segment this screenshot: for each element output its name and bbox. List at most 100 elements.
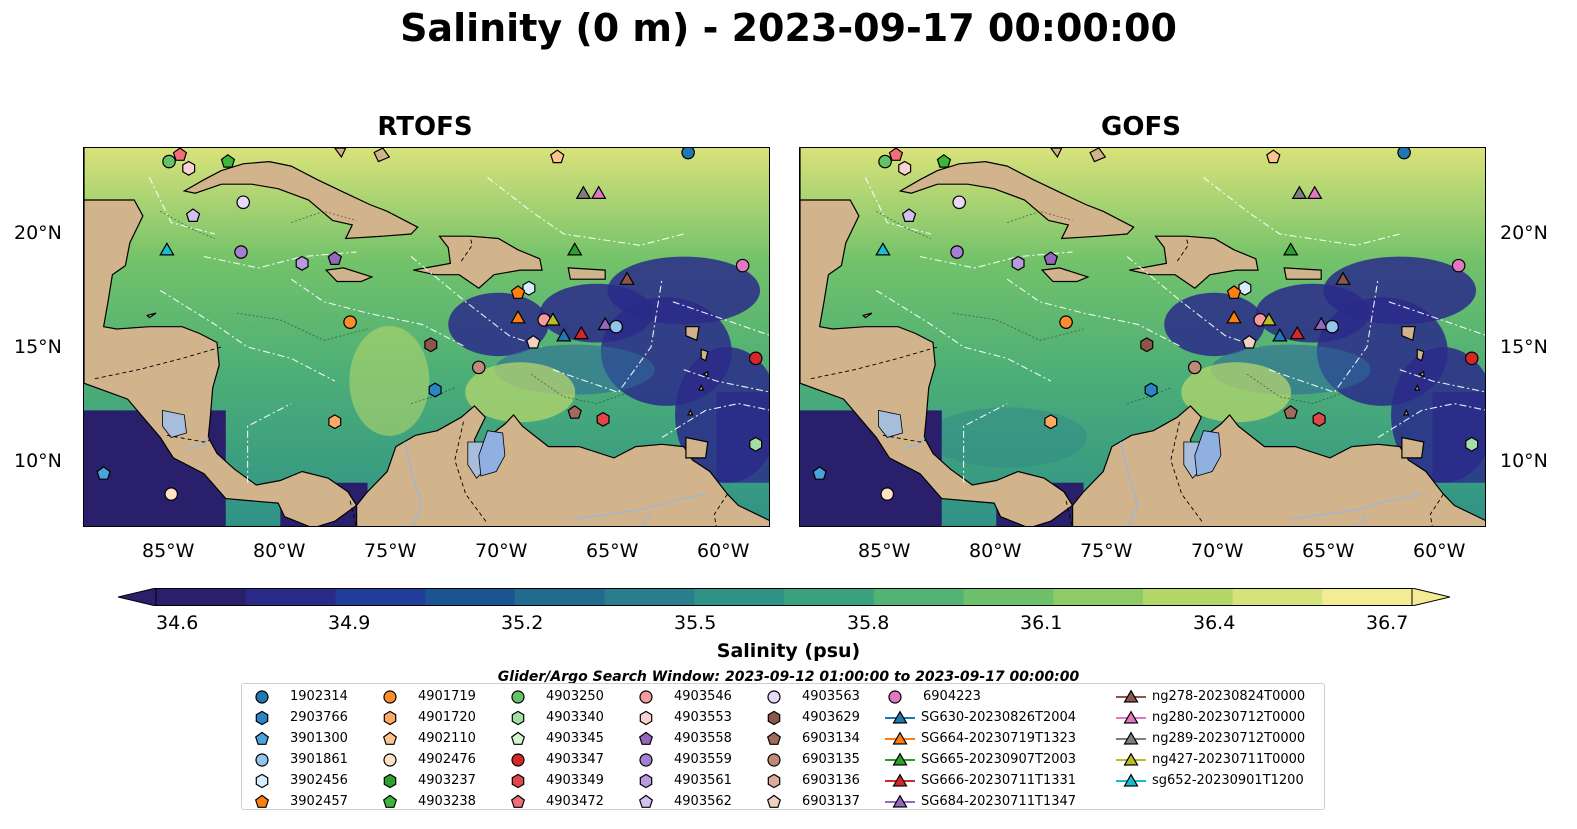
colorbar-segment (1232, 588, 1323, 606)
legend-marker-icon (767, 710, 781, 725)
landmass (862, 312, 873, 319)
map-marker-4903629 (424, 337, 438, 353)
legend-marker (1123, 773, 1139, 787)
legend-item: 4901720 (380, 707, 476, 728)
map-marker-4903347 (748, 351, 763, 366)
eez-boundary (247, 403, 292, 483)
legend-marker-icon (255, 710, 269, 725)
landmass (698, 384, 705, 391)
map-marker-3902457 (1226, 285, 1242, 299)
legend-label: 4903472 (546, 794, 604, 809)
legend-marker-icon (511, 689, 525, 704)
legend-marker-icon (254, 731, 270, 745)
map-marker-sg652-20230901T1200 (875, 242, 891, 256)
legend-marker (511, 689, 525, 704)
legend-column: 4903546 4903553 4903558 4903559 4903561 49035… (636, 686, 732, 812)
legend-label: 4903629 (802, 710, 860, 725)
map-panel-rtofs[interactable] (83, 147, 770, 527)
map-marker-4903340 (1465, 436, 1479, 452)
legend-label: 4903563 (802, 689, 860, 704)
river (574, 493, 706, 520)
legend-marker-icon (767, 752, 781, 767)
legend-label: 6903135 (802, 752, 860, 767)
map-marker-3901861 (1325, 319, 1339, 334)
legend-item: SG664-20230719T1323 (885, 728, 1076, 749)
map-marker-4903561 (1011, 255, 1025, 271)
map-marker-4903558 (1043, 251, 1059, 266)
legend-item: 4901719 (380, 686, 476, 707)
river (1356, 513, 1368, 526)
map-marker-4903347 (1464, 351, 1479, 366)
landmass (685, 436, 709, 459)
colorbar-label: Salinity (psu) (716, 640, 861, 662)
country-border (1170, 421, 1204, 524)
legend-item: 6903137 (764, 791, 860, 812)
legend-item: 4903237 (380, 770, 476, 791)
legend-marker-icon (885, 710, 915, 724)
legend-column: 6904223 SG630-20230826T2004 SG664-20230719… (885, 686, 1076, 812)
high-salinity-patch (1181, 362, 1292, 423)
map-marker-4901720 (328, 414, 342, 430)
map-marker-6904223 (1451, 258, 1466, 273)
legend-marker-icon (254, 794, 270, 808)
legend-label: 2903766 (290, 710, 348, 725)
river (902, 437, 925, 450)
legend-label: 4902110 (418, 731, 476, 746)
legend-marker (382, 731, 398, 745)
legend-item: 4903546 (636, 686, 732, 707)
legend-item: 6903135 (764, 749, 860, 770)
legend-marker (511, 752, 525, 767)
legend-item: 4903553 (636, 707, 732, 728)
legend-label: ng289-20230712T0000 (1152, 731, 1306, 746)
map-marker-4903562 (901, 208, 917, 223)
legend-marker-icon (638, 731, 654, 745)
legend-marker-icon (766, 731, 782, 745)
map-marker-SG664-20230719T1323 (1226, 309, 1242, 324)
map-marker-4903559 (950, 245, 964, 259)
isobath-contour (291, 210, 357, 223)
landmass (324, 267, 374, 283)
lake (878, 409, 903, 438)
legend-marker (892, 731, 908, 745)
landmass (898, 160, 1135, 240)
landmass (1089, 148, 1107, 163)
legend-marker-icon (511, 773, 525, 788)
legend-label: 4903347 (546, 752, 604, 767)
panel-title-gofs: GOFS (1101, 112, 1181, 142)
country-border (810, 346, 938, 380)
low-salinity-region (716, 392, 769, 483)
legend-marker-icon (382, 731, 398, 745)
landmass (567, 267, 606, 280)
legend-item: SG665-20230907T2003 (885, 749, 1076, 770)
legend-marker (767, 710, 781, 725)
legend-marker-icon (767, 689, 781, 704)
legend-marker-icon (639, 752, 653, 767)
legend-marker (892, 773, 908, 787)
legend-item: 6904223 (885, 686, 1076, 707)
legend-marker (767, 752, 781, 767)
legend-label: 4903237 (418, 773, 476, 788)
legend-marker-icon (511, 752, 525, 767)
map-marker-4901720 (1044, 414, 1058, 430)
eez-boundary (148, 177, 216, 235)
eez-boundary (487, 176, 684, 246)
colorbar-segment (694, 588, 785, 606)
country-border (882, 434, 927, 443)
legend-marker-icon (885, 731, 915, 745)
legend-label: 3901300 (290, 731, 348, 746)
legend-item: SG630-20230826T2004 (885, 707, 1076, 728)
legend-marker (1123, 752, 1139, 766)
country-border (713, 493, 728, 526)
isobath-contour (1007, 210, 1073, 223)
legend-marker (254, 731, 270, 745)
map-marker-SG684-20230711T1347 (597, 316, 614, 331)
legend-column: 4903563 4903629 6903134 6903135 6903136 69031… (764, 686, 860, 812)
map-marker-4903558 (327, 251, 343, 266)
legend-label: 3902457 (290, 794, 348, 809)
landmass (1401, 326, 1416, 342)
map-marker-4902476 (880, 487, 895, 501)
lon-label-rtofs-80: 80°W (253, 540, 306, 562)
legend-marker-icon (885, 752, 915, 766)
map-panel-gofs[interactable] (799, 147, 1486, 527)
legend-item: 4902476 (380, 749, 476, 770)
